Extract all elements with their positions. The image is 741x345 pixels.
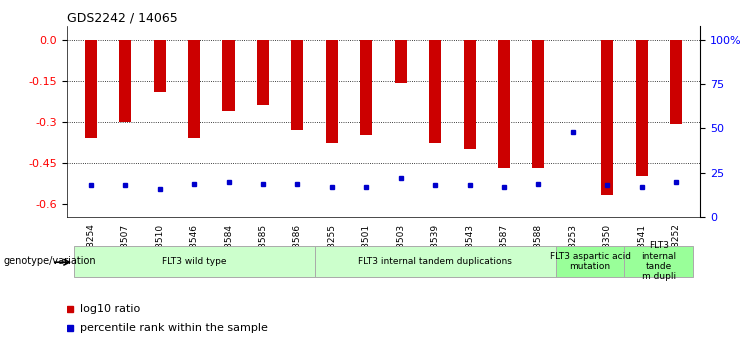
Bar [84,40,97,138]
Text: percentile rank within the sample: percentile rank within the sample [80,323,268,333]
Bar [326,40,338,144]
Bar [188,40,200,138]
Bar [601,40,614,196]
Bar [222,40,235,111]
Bar [119,40,131,121]
Bar [498,40,510,168]
Text: FLT3 internal tandem duplications: FLT3 internal tandem duplications [358,257,512,266]
Bar [464,40,476,149]
Text: FLT3
internal
tande
m dupli: FLT3 internal tande m dupli [642,241,677,282]
Bar [395,40,407,83]
Bar [153,40,166,91]
Text: FLT3 aspartic acid
mutation: FLT3 aspartic acid mutation [550,252,631,271]
Bar [625,246,694,277]
Bar [670,40,682,124]
Text: genotype/variation: genotype/variation [4,256,96,266]
Bar [257,40,269,105]
Text: GDS2242 / 14065: GDS2242 / 14065 [67,12,177,25]
Bar [556,246,625,277]
Text: FLT3 wild type: FLT3 wild type [162,257,226,266]
Bar [291,40,303,130]
Bar [73,246,315,277]
Bar [636,40,648,176]
Bar [315,246,556,277]
Bar [532,40,545,168]
Text: log10 ratio: log10 ratio [80,304,140,314]
Bar [429,40,441,144]
Bar [360,40,372,135]
